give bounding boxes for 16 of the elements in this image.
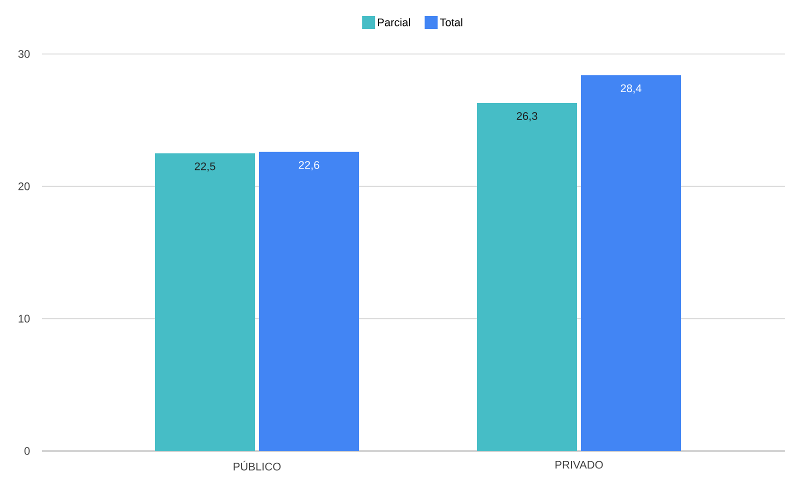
y-tick-label: 20	[18, 182, 30, 190]
y-tick-label: 30	[18, 50, 30, 58]
data-label: 22,6	[298, 161, 320, 170]
y-tick-label: 10	[18, 314, 30, 323]
x-tick-label: PÚBLICO	[234, 460, 281, 471]
legend-label: Parcial	[378, 18, 410, 26]
bar	[581, 75, 682, 451]
data-label: 22,5	[194, 162, 216, 172]
legend-label: Total	[440, 18, 462, 26]
bar	[259, 152, 360, 451]
data-label: 26,3	[516, 112, 538, 122]
y-tick-label: 0	[24, 447, 30, 455]
x-tick-label: PRIVADO	[556, 460, 603, 469]
bar	[477, 102, 578, 451]
data-label: 28,4	[620, 84, 642, 94]
bar	[155, 153, 256, 451]
